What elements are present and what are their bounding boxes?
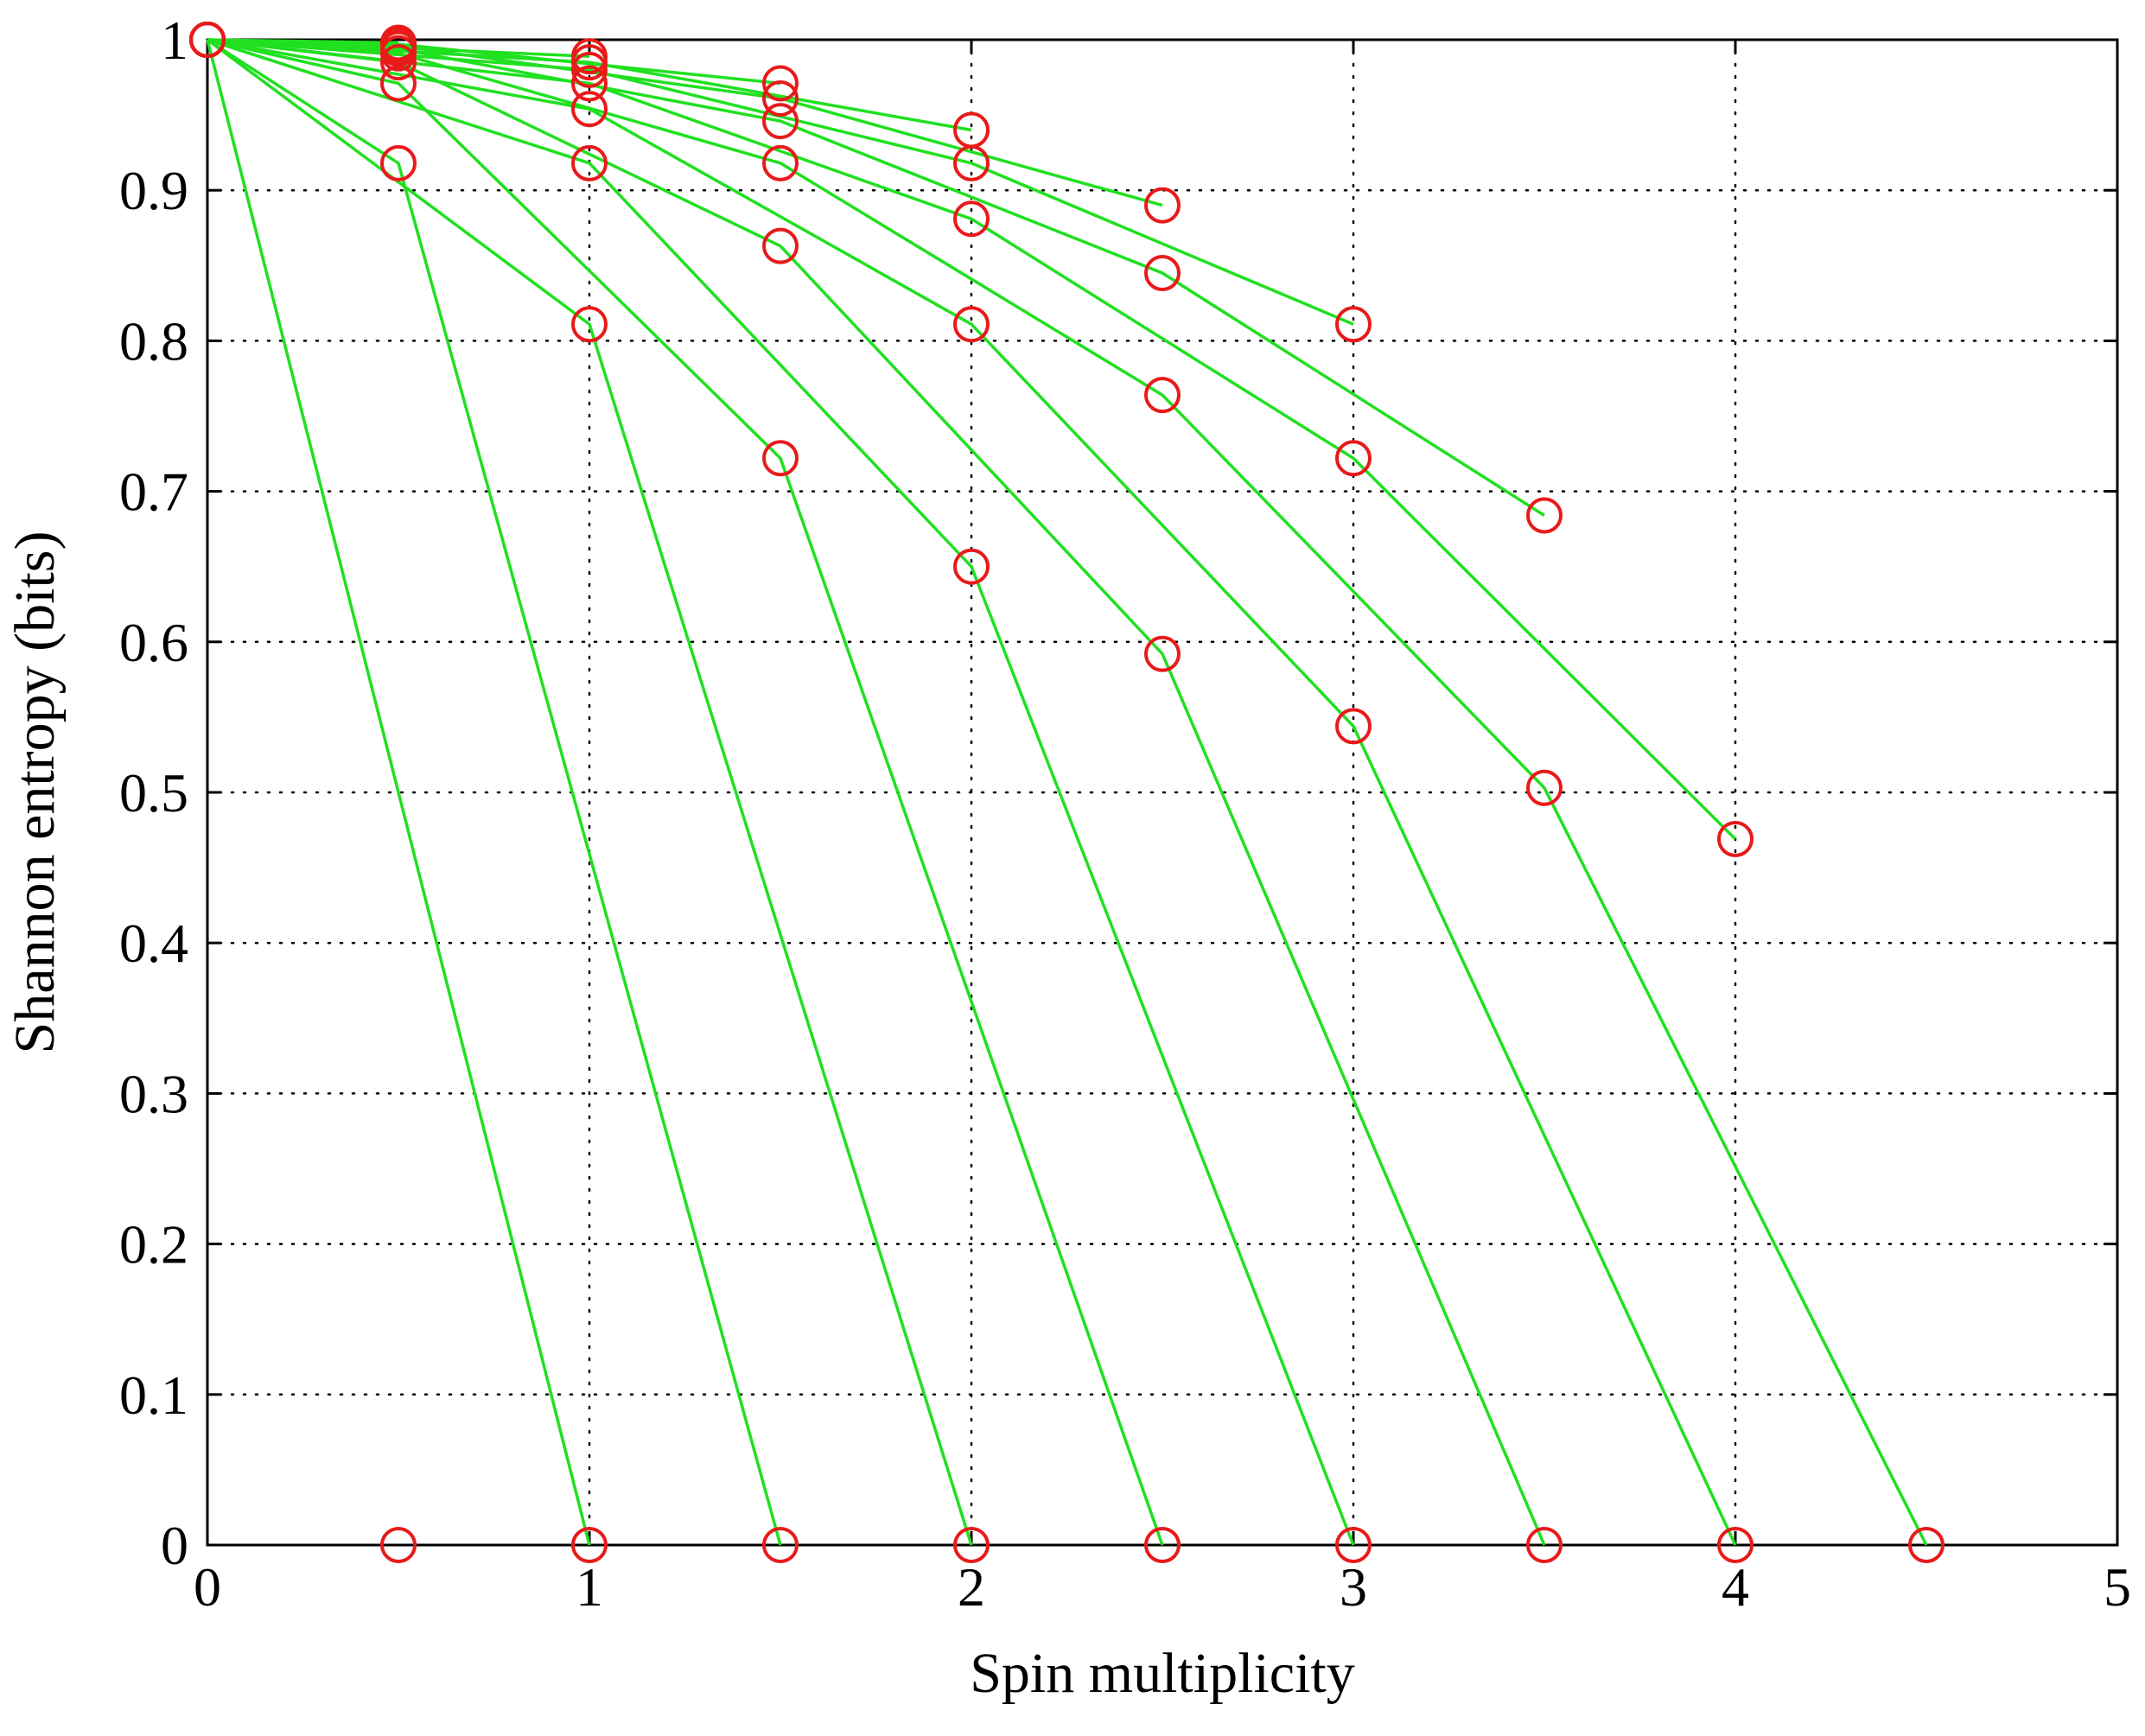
data-point-marker	[380, 1527, 417, 1563]
series-line-7	[207, 38, 1737, 1546]
data-point-marker	[762, 440, 799, 477]
x-axis-label: Spin multiplicity	[970, 1642, 1355, 1705]
series-line-9	[207, 38, 1737, 841]
x-tick-label: 2	[958, 1556, 985, 1618]
series-lines	[206, 38, 1928, 1546]
y-tick-label: 0.6	[119, 612, 188, 673]
data-point-marker	[571, 91, 608, 128]
x-tick-labels: 0 1 2 3 4 5	[194, 1556, 2131, 1618]
data-point-marker	[762, 79, 799, 117]
x-tick-label: 4	[1722, 1556, 1749, 1618]
data-point-marker	[1144, 255, 1181, 292]
data-point-marker	[762, 227, 799, 264]
y-tick-label: 0.8	[119, 310, 188, 372]
series-line-2	[207, 38, 782, 1546]
data-point-marker	[1144, 635, 1181, 672]
series-markers	[189, 22, 1945, 1563]
data-point-marker	[762, 65, 799, 102]
data-point-marker	[380, 44, 417, 81]
x-tick-label: 5	[2104, 1556, 2131, 1618]
data-point-marker	[1144, 377, 1181, 414]
data-point-marker	[1908, 1527, 1945, 1563]
y-tick-label: 1	[161, 10, 188, 71]
y-tick-label: 0.7	[119, 461, 188, 523]
y-tick-label: 0.3	[119, 1063, 188, 1124]
data-point-marker	[953, 200, 990, 238]
y-tick-label: 0	[161, 1515, 188, 1576]
data-point-marker	[1335, 306, 1372, 343]
data-point-marker	[380, 24, 417, 61]
data-point-marker	[953, 1527, 990, 1563]
y-axis-label: Shannon entropy (bits)	[3, 531, 67, 1054]
data-point-marker	[1335, 708, 1372, 745]
y-tick-label: 0.9	[119, 160, 188, 221]
data-point-marker	[571, 65, 608, 102]
data-point-marker	[1526, 1527, 1563, 1563]
data-point-marker	[762, 103, 799, 140]
data-point-marker	[1526, 769, 1563, 806]
data-point-marker	[380, 144, 417, 181]
data-point-marker	[571, 38, 608, 75]
series-line-4	[207, 38, 1164, 1546]
data-point-marker	[1144, 1527, 1181, 1563]
data-point-marker	[571, 1527, 608, 1563]
data-point-marker	[953, 306, 990, 343]
series-line-15	[207, 38, 590, 58]
x-tick-label: 0	[194, 1556, 221, 1618]
data-point-marker	[762, 1527, 799, 1563]
data-point-marker	[1144, 187, 1181, 224]
data-point-marker	[1335, 1527, 1372, 1563]
series-line-1	[206, 39, 591, 1546]
data-point-marker	[1717, 1527, 1754, 1563]
data-point-marker	[953, 111, 990, 149]
data-point-marker	[953, 548, 990, 585]
x-tick-label: 3	[1340, 1556, 1367, 1618]
y-tick-label: 0.1	[119, 1364, 188, 1426]
data-point-marker	[380, 65, 417, 102]
data-point-marker	[571, 144, 608, 181]
data-point-marker	[571, 306, 608, 343]
data-point-marker	[762, 144, 799, 181]
series-line-16	[207, 38, 399, 45]
y-tick-labels: 0 0.1 0.2 0.3 0.4 0.5 0.6 0.7 0.8 0.9 1	[119, 10, 188, 1576]
y-tick-label: 0.5	[119, 762, 188, 823]
data-point-marker	[1717, 821, 1754, 858]
data-point-marker	[189, 22, 226, 58]
data-point-marker	[1526, 497, 1563, 534]
data-point-marker	[1335, 440, 1372, 477]
y-tick-label: 0.4	[119, 913, 188, 974]
series-line-3	[206, 38, 973, 1546]
y-tick-label: 0.2	[119, 1214, 188, 1275]
grid	[206, 38, 2119, 1547]
x-tick-label: 1	[576, 1556, 603, 1618]
